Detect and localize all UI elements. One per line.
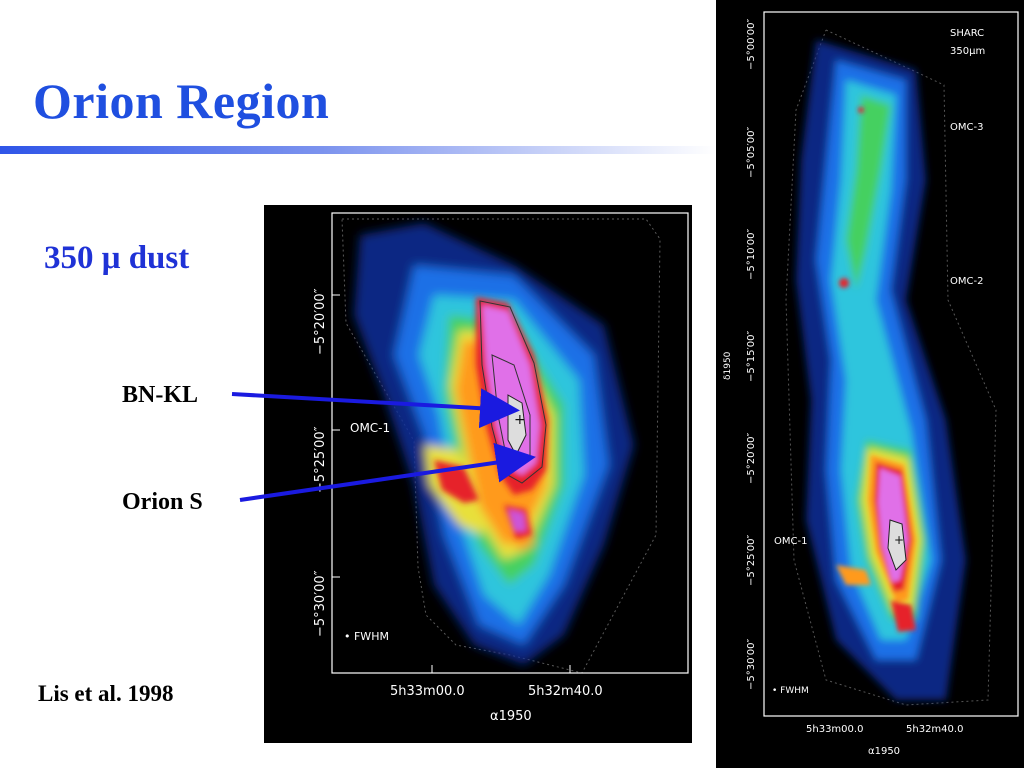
y-tick-label: −5°30′00″	[313, 570, 328, 637]
wavelength-label: 350μm	[950, 46, 985, 57]
strip-x-axis-label: α1950	[868, 746, 900, 757]
strip-y-tick: −5°00′00″	[746, 19, 757, 70]
strip-y-tick: −5°05′00″	[746, 127, 757, 178]
strip-map-image: + SHARC 350μm OMC-3 OMC-2 OMC-1 • FWHM δ…	[723, 11, 1019, 757]
strip-x-tick: 5h32m40.0	[906, 724, 963, 735]
slide-title: Orion Region	[33, 73, 330, 129]
strip-y-tick: −5°10′00″	[746, 229, 757, 280]
omc1-dust-map: + OMC-1 • FWHM −5°20′00″ −5°25′00″ −5°30…	[264, 205, 692, 743]
orion-strip-map: + SHARC 350μm OMC-3 OMC-2 OMC-1 • FWHM δ…	[716, 0, 1024, 768]
y-tick-label: −5°20′00″	[313, 288, 328, 355]
map-frame	[331, 212, 689, 674]
fwhm-beam-label: • FWHM	[344, 630, 389, 643]
strip-x-tick: 5h33m00.0	[806, 724, 863, 735]
omc1-region-label: OMC-1	[350, 421, 390, 435]
omc1-map-image: + OMC-1 • FWHM −5°20′00″ −5°25′00″ −5°30…	[313, 212, 689, 724]
orion-s-label: Orion S	[122, 489, 203, 515]
strip-omc1-label: OMC-1	[774, 536, 807, 547]
title-underline	[0, 146, 716, 154]
strip-fwhm-label: • FWHM	[772, 686, 809, 696]
strip-map-frame	[763, 11, 1019, 717]
strip-y-tick: −5°30′00″	[746, 639, 757, 690]
strip-y-tick: −5°15′00″	[746, 331, 757, 382]
citation: Lis et al. 1998	[38, 681, 174, 706]
omc2-label: OMC-2	[950, 276, 983, 287]
x-tick-label: 5h33m00.0	[390, 684, 465, 699]
map-ticks	[332, 294, 571, 673]
svg-text:+: +	[894, 533, 904, 547]
y-tick-label: −5°25′00″	[313, 426, 328, 493]
instrument-label: SHARC	[950, 28, 984, 39]
strip-y-tick: −5°25′00″	[746, 535, 757, 586]
bnkl-label: BN-KL	[122, 382, 199, 408]
dust-wavelength-label: 350 μ dust	[44, 240, 190, 276]
x-tick-label: 5h32m40.0	[528, 684, 603, 699]
strip-y-tick: −5°20′00″	[746, 433, 757, 484]
bnkl-peak-marker: +	[514, 412, 526, 428]
strip-dust-emission	[796, 40, 966, 700]
omc3-label: OMC-3	[950, 122, 983, 133]
x-axis-label: α1950	[490, 709, 532, 724]
strip-y-axis-label: δ1950	[723, 351, 733, 380]
